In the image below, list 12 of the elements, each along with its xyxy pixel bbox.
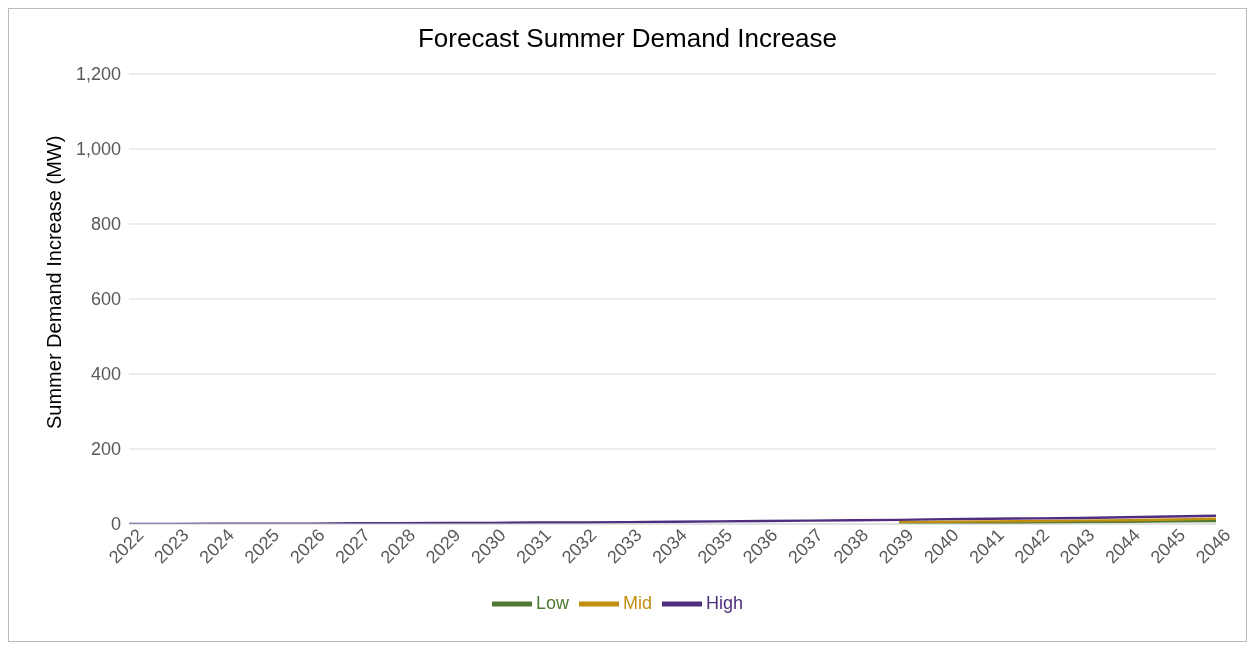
legend-label: High (706, 592, 744, 613)
y-tick-label: 600 (90, 289, 121, 310)
y-tick-label: 800 (90, 214, 121, 235)
y-tick-label: 400 (90, 364, 121, 385)
y-tick-label: 200 (90, 439, 121, 460)
y-axis-title: Summer Demand Increase (MW) (43, 135, 66, 429)
legend-label: Low (535, 592, 569, 613)
legend-label: Mid (622, 592, 652, 613)
y-tick-label: 1,000 (75, 139, 121, 160)
chart-title: Forecast Summer Demand Increase (416, 23, 838, 54)
y-tick-label: 1,200 (75, 64, 121, 85)
y-tick-label: 0 (110, 514, 121, 535)
